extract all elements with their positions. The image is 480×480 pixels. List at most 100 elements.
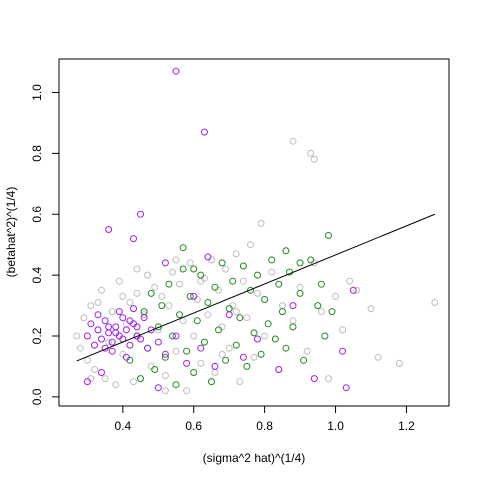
data-point xyxy=(204,299,212,306)
data-point xyxy=(268,256,276,264)
data-point xyxy=(112,381,120,389)
data-point xyxy=(328,308,336,316)
data-point xyxy=(122,326,130,334)
data-point xyxy=(98,335,105,343)
data-point xyxy=(374,353,382,361)
data-point xyxy=(264,320,272,328)
data-point xyxy=(101,317,109,325)
data-point xyxy=(243,314,251,322)
data-point xyxy=(119,292,127,300)
data-point xyxy=(98,369,105,376)
data-point xyxy=(172,67,180,75)
data-point xyxy=(87,320,95,328)
data-point xyxy=(169,332,176,340)
data-point xyxy=(278,308,286,316)
data-point xyxy=(200,338,208,346)
data-point xyxy=(257,350,265,358)
data-point xyxy=(395,359,403,367)
data-point xyxy=(342,384,350,392)
data-point xyxy=(183,387,191,395)
data-point xyxy=(130,235,137,243)
data-point xyxy=(275,280,283,288)
data-point xyxy=(239,277,247,285)
data-point xyxy=(339,347,347,355)
data-point xyxy=(94,299,102,306)
data-point xyxy=(190,369,198,376)
y-tick-label: 0.2 xyxy=(30,327,44,344)
data-point xyxy=(332,292,339,300)
data-point xyxy=(367,305,375,313)
data-point xyxy=(346,277,354,285)
data-point xyxy=(310,375,318,383)
data-point xyxy=(211,283,219,291)
data-point xyxy=(144,344,152,352)
data-point xyxy=(179,244,187,252)
data-point xyxy=(94,311,102,319)
data-point xyxy=(232,308,240,316)
data-point xyxy=(250,353,258,361)
data-point xyxy=(317,280,325,288)
data-point xyxy=(73,332,81,340)
data-point xyxy=(296,289,304,297)
data-point xyxy=(232,341,240,349)
y-axis: 0.0 0.2 0.4 0.6 0.8 1.0 xyxy=(30,84,60,405)
data-point xyxy=(137,375,144,383)
data-point xyxy=(296,259,304,267)
regression-line xyxy=(76,213,436,362)
data-point xyxy=(225,344,233,352)
y-tick-label: 0.8 xyxy=(30,145,44,162)
data-point xyxy=(105,338,113,346)
data-point xyxy=(154,326,162,334)
data-point xyxy=(112,329,120,337)
x-tick-label: 0.4 xyxy=(114,419,131,433)
data-point xyxy=(289,323,297,331)
data-point xyxy=(83,332,91,340)
data-point xyxy=(119,314,127,322)
data-point xyxy=(353,286,361,294)
data-point xyxy=(197,344,205,352)
data-point xyxy=(183,347,191,355)
data-point xyxy=(339,326,347,334)
data-point xyxy=(108,338,116,346)
data-point xyxy=(247,241,254,249)
data-point xyxy=(282,247,290,255)
data-point xyxy=(261,296,269,303)
data-point xyxy=(158,302,166,310)
data-point xyxy=(204,253,212,261)
data-point xyxy=(325,375,332,383)
data-point xyxy=(236,378,244,386)
data-point xyxy=(147,326,155,334)
data-point xyxy=(236,314,244,322)
data-point xyxy=(208,378,215,386)
y-tick-label: 1.0 xyxy=(30,84,44,101)
data-points xyxy=(73,67,439,395)
data-point xyxy=(108,347,116,355)
data-point xyxy=(172,347,180,355)
data-point xyxy=(158,292,166,300)
x-tick-label: 0.6 xyxy=(185,419,202,433)
data-point xyxy=(154,323,162,331)
data-point xyxy=(190,292,198,300)
data-point xyxy=(165,302,173,310)
x-tick-label: 1.2 xyxy=(398,419,415,433)
data-point xyxy=(190,332,198,340)
data-point xyxy=(83,378,91,386)
data-point xyxy=(282,344,290,352)
data-point xyxy=(126,317,134,325)
data-point xyxy=(300,356,308,364)
data-point xyxy=(137,335,144,343)
data-point xyxy=(289,302,297,310)
data-point xyxy=(321,332,329,340)
data-point xyxy=(176,280,183,288)
data-point xyxy=(76,344,84,352)
x-tick-label: 1.0 xyxy=(327,419,344,433)
data-point xyxy=(310,155,318,163)
data-point xyxy=(325,232,332,239)
data-point xyxy=(197,271,205,279)
data-point xyxy=(239,262,247,270)
data-point xyxy=(186,259,194,267)
x-axis-title: (sigma^2 hat)^(1/4) xyxy=(203,451,306,465)
data-point xyxy=(154,384,162,392)
